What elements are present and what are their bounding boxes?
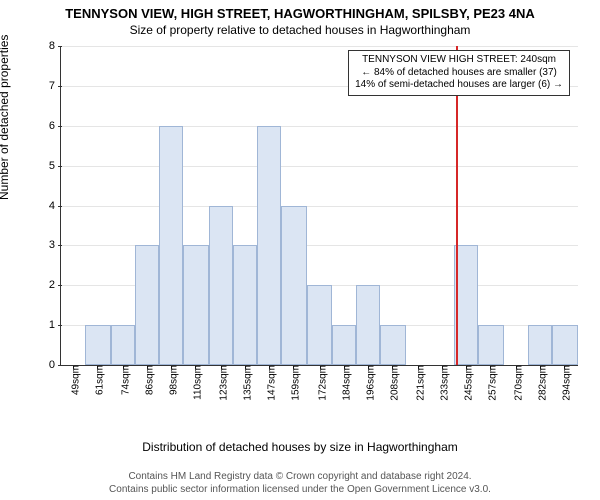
x-tick-label: 221sqm bbox=[409, 365, 426, 401]
x-tick-label: 110sqm bbox=[187, 365, 204, 400]
y-tick-label: 3 bbox=[49, 239, 61, 251]
histogram-bar bbox=[257, 126, 281, 365]
histogram-bar bbox=[380, 325, 406, 365]
chart-container: TENNYSON VIEW, HIGH STREET, HAGWORTHINGH… bbox=[0, 0, 600, 500]
histogram-bar bbox=[281, 206, 307, 366]
histogram-bar bbox=[552, 325, 578, 365]
x-tick-label: 257sqm bbox=[481, 365, 498, 401]
annotation-line: TENNYSON VIEW HIGH STREET: 240sqm bbox=[355, 54, 563, 67]
chart-footer: Contains HM Land Registry data © Crown c… bbox=[0, 470, 600, 496]
x-tick-label: 135sqm bbox=[237, 365, 254, 401]
histogram-bar bbox=[332, 325, 356, 365]
histogram-bar bbox=[183, 245, 209, 365]
x-tick-label: 294sqm bbox=[555, 365, 572, 401]
gridline-h bbox=[61, 46, 578, 47]
x-tick-label: 172sqm bbox=[311, 365, 328, 401]
x-tick-label: 98sqm bbox=[163, 365, 180, 395]
histogram-bar bbox=[135, 245, 159, 365]
histogram-bar bbox=[307, 285, 331, 365]
y-tick-label: 5 bbox=[49, 160, 61, 172]
gridline-h bbox=[61, 126, 578, 127]
y-tick-label: 7 bbox=[49, 80, 61, 92]
annotation-box: TENNYSON VIEW HIGH STREET: 240sqm← 84% o… bbox=[348, 50, 570, 96]
x-tick-label: 270sqm bbox=[507, 365, 524, 401]
x-tick-label: 147sqm bbox=[261, 365, 278, 401]
histogram-bar bbox=[209, 206, 233, 366]
y-tick-label: 4 bbox=[49, 200, 61, 212]
x-tick-label: 123sqm bbox=[213, 365, 230, 401]
x-tick-label: 282sqm bbox=[531, 365, 548, 401]
x-tick-label: 159sqm bbox=[285, 365, 302, 401]
chart-area: 01234567849sqm61sqm74sqm86sqm98sqm110sqm… bbox=[48, 46, 578, 406]
x-tick-label: 184sqm bbox=[335, 365, 352, 401]
histogram-bar bbox=[85, 325, 111, 365]
footer-line-1: Contains HM Land Registry data © Crown c… bbox=[0, 470, 600, 483]
annotation-line: ← 84% of detached houses are smaller (37… bbox=[355, 67, 563, 80]
gridline-h bbox=[61, 166, 578, 167]
x-tick-label: 208sqm bbox=[383, 365, 400, 401]
x-tick-label: 245sqm bbox=[457, 365, 474, 401]
y-tick-label: 0 bbox=[49, 359, 61, 371]
histogram-bar bbox=[356, 285, 380, 365]
x-axis-label: Distribution of detached houses by size … bbox=[0, 440, 600, 454]
histogram-bar bbox=[159, 126, 183, 365]
histogram-bar bbox=[528, 325, 552, 365]
plot-area: 01234567849sqm61sqm74sqm86sqm98sqm110sqm… bbox=[60, 46, 578, 366]
chart-title-sub: Size of property relative to detached ho… bbox=[0, 21, 600, 37]
y-tick-label: 2 bbox=[49, 279, 61, 291]
x-tick-label: 49sqm bbox=[65, 365, 82, 395]
gridline-h bbox=[61, 206, 578, 207]
x-tick-label: 233sqm bbox=[433, 365, 450, 401]
x-tick-label: 61sqm bbox=[89, 365, 106, 395]
histogram-bar bbox=[233, 245, 257, 365]
y-tick-label: 1 bbox=[49, 319, 61, 331]
footer-line-2: Contains public sector information licen… bbox=[0, 483, 600, 496]
chart-title-main: TENNYSON VIEW, HIGH STREET, HAGWORTHINGH… bbox=[0, 0, 600, 21]
y-tick-label: 8 bbox=[49, 40, 61, 52]
x-tick-label: 196sqm bbox=[359, 365, 376, 401]
y-tick-label: 6 bbox=[49, 120, 61, 132]
x-tick-label: 86sqm bbox=[139, 365, 156, 395]
histogram-bar bbox=[478, 325, 504, 365]
annotation-line: 14% of semi-detached houses are larger (… bbox=[355, 79, 563, 92]
histogram-bar bbox=[111, 325, 135, 365]
y-axis-label: Number of detached properties bbox=[0, 35, 11, 200]
x-tick-label: 74sqm bbox=[115, 365, 132, 395]
